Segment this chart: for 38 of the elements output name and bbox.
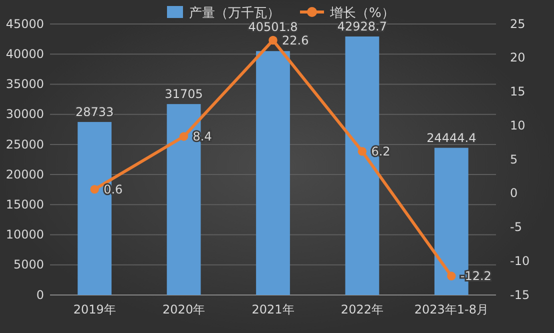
point xyxy=(179,132,188,141)
y2-tick-label: -15 xyxy=(510,288,530,302)
y-tick-label: 15000 xyxy=(6,198,44,212)
data-label: 24444.4 xyxy=(426,130,476,145)
x-tick-label: 2019年 xyxy=(73,302,116,317)
data-label: 22.6 xyxy=(282,33,309,48)
y-tick-label: 20000 xyxy=(6,167,44,182)
y-tick-label: 30000 xyxy=(6,107,44,122)
y2-tick-label: 25 xyxy=(510,16,526,31)
data-label: 40501.8 xyxy=(248,20,298,34)
y-tick-label: 0 xyxy=(36,288,44,302)
x-tick-label: 2020年 xyxy=(162,302,206,317)
data-label: 42928.7 xyxy=(337,19,388,34)
bar xyxy=(256,51,290,295)
y-tick-label: 40000 xyxy=(6,46,44,61)
y-tick-label: 5000 xyxy=(13,258,44,272)
legend-label: 增长（%） xyxy=(329,6,394,21)
y2-tick-label: 0 xyxy=(510,186,518,200)
y2-tick-label: -10 xyxy=(510,254,530,268)
data-label: 31705 xyxy=(164,87,203,102)
y-tick-label: 10000 xyxy=(6,228,44,242)
point xyxy=(90,184,99,194)
x-tick-label: 2022年 xyxy=(340,302,384,317)
y2-tick-label: 15 xyxy=(510,84,526,99)
y2-tick-label: 10 xyxy=(510,118,526,132)
point xyxy=(268,36,278,45)
data-label: 28733 xyxy=(76,104,114,119)
y-tick-label: 25000 xyxy=(6,137,44,152)
point xyxy=(358,147,367,156)
y-tick-label: 35000 xyxy=(6,77,44,92)
y2-tick-label: -5 xyxy=(510,220,522,234)
x-tick-label: 2021年 xyxy=(252,302,294,317)
legend-label: 产量（万千瓦） xyxy=(189,6,280,21)
y2-tick-label: 5 xyxy=(510,152,518,166)
y-tick-label: 45000 xyxy=(6,16,44,31)
x-tick-label: 2023年1-8月 xyxy=(414,302,488,317)
point xyxy=(447,272,456,280)
y2-tick-label: 20 xyxy=(510,50,526,65)
